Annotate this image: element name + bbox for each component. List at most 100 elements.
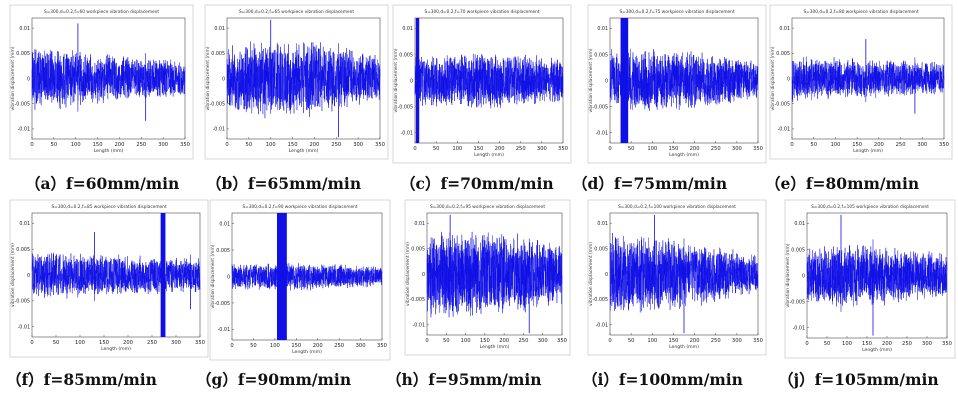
x-tick-label: 200 xyxy=(114,142,124,148)
y-tick-label: 0.005 xyxy=(411,246,425,252)
x-tick-label: 150 xyxy=(480,338,490,344)
y-tick-label: -0.01 xyxy=(778,127,790,133)
y-tick-label: 0.01 xyxy=(597,221,608,227)
saturated-band xyxy=(277,213,287,340)
y-tick-label: 0.01 xyxy=(794,221,805,227)
x-tick-label: 50 xyxy=(433,146,440,152)
x-tick-label: 200 xyxy=(495,146,505,152)
x-axis-label: Length (mm) xyxy=(853,148,883,154)
panel-caption: （i）f=100mm/min xyxy=(582,370,743,389)
y-axis-label: vibration displacement (mm) xyxy=(10,46,16,110)
x-axis-label: Length (mm) xyxy=(669,152,699,158)
y-tick-label: 0.005 xyxy=(211,51,225,57)
x-tick-label: 50 xyxy=(246,142,253,148)
x-tick-label: 0 xyxy=(30,142,33,148)
chart-panel: S=300,d=0.2,f=85 workpiece vibration dis… xyxy=(6,199,209,389)
x-tick-label: 350 xyxy=(942,341,952,347)
y-tick-label: 0 xyxy=(222,76,225,82)
chart-title: S=300,d=0.2,f=65 workpiece vibration dis… xyxy=(239,9,354,15)
y-tick-label: 0.01 xyxy=(402,26,413,32)
x-tick-label: 350 xyxy=(558,146,568,152)
x-tick-label: 50 xyxy=(628,338,635,344)
y-tick-label: -0.005 xyxy=(15,299,30,305)
y-tick-label: 0 xyxy=(27,76,30,82)
x-tick-label: 100 xyxy=(71,142,81,148)
x-tick-label: 300 xyxy=(537,146,547,152)
y-tick-label: -0.01 xyxy=(18,127,30,133)
x-tick-label: 150 xyxy=(99,340,109,346)
x-tick-label: 250 xyxy=(902,341,912,347)
x-tick-label: 150 xyxy=(93,142,103,148)
panel-caption: （h）f=95mm/min xyxy=(386,370,542,389)
x-tick-label: 0 xyxy=(230,343,233,349)
x-tick-label: 100 xyxy=(75,340,85,346)
y-tick-label: 0.005 xyxy=(16,247,30,253)
chart-title: S=300,d=0.2,f=90 workpiece vibration dis… xyxy=(242,204,357,210)
chart-panel: S=300,d=0.2,f=95 workpiece vibration dis… xyxy=(386,199,571,389)
chart-panel: S=300,d=0.2,f=60 workpiece vibration dis… xyxy=(9,4,194,193)
y-tick-label: 0.005 xyxy=(776,51,790,57)
y-axis-label: vibration displacement (mm) xyxy=(405,242,411,306)
x-axis-label: Length (mm) xyxy=(94,148,124,154)
x-tick-label: 350 xyxy=(753,338,763,344)
y-axis-label: vibration displacement (mm) xyxy=(588,48,594,112)
x-tick-label: 200 xyxy=(690,338,700,344)
y-tick-label: -0.005 xyxy=(398,104,413,110)
y-tick-label: -0.01 xyxy=(218,327,230,333)
y-tick-label: 0 xyxy=(605,78,608,84)
y-tick-label: -0.01 xyxy=(596,323,608,329)
x-tick-label: 100 xyxy=(452,146,462,152)
y-tick-label: 0.005 xyxy=(216,248,230,254)
chart-panel: S=300,d=0.2,f=105 workpiece vibration di… xyxy=(778,199,956,389)
panel-caption: （c）f=70mm/min xyxy=(400,174,554,193)
x-tick-label: 350 xyxy=(195,340,205,346)
y-tick-label: 0 xyxy=(802,273,805,279)
x-tick-label: 350 xyxy=(557,338,567,344)
x-tick-label: 0 xyxy=(790,142,793,148)
x-tick-label: 200 xyxy=(690,146,700,152)
chart-title: S=300,d=0.2,f=80 workpiece vibration dis… xyxy=(803,9,918,15)
x-tick-label: 0 xyxy=(413,146,416,152)
y-tick-label: 0.01 xyxy=(19,221,30,227)
panel-caption: （a）f=60mm/min xyxy=(25,174,179,193)
y-tick-label: -0.005 xyxy=(210,102,225,108)
x-tick-label: 0 xyxy=(805,341,808,347)
x-tick-label: 0 xyxy=(608,146,611,152)
x-tick-label: 300 xyxy=(356,343,366,349)
x-tick-label: 350 xyxy=(377,343,387,349)
chart-title: S=300,d=0.2,f=60 workpiece vibration dis… xyxy=(44,9,159,15)
saturated-band xyxy=(415,18,420,143)
chart-title: S=300,d=0.2,f=85 workpiece vibration dis… xyxy=(51,204,166,210)
x-tick-label: 250 xyxy=(331,142,341,148)
y-tick-label: 0.005 xyxy=(594,246,608,252)
y-axis-label: vibration displacement (mm) xyxy=(205,46,211,110)
saturated-band xyxy=(620,18,629,143)
x-tick-label: 250 xyxy=(711,338,721,344)
x-tick-label: 250 xyxy=(147,340,157,346)
chart-panel: S=300,d=0.2,f=80 workpiece vibration dis… xyxy=(765,4,953,193)
chart-panel: S=300,d=0.2,f=100 workpiece vibration di… xyxy=(582,199,767,389)
y-tick-label: 0 xyxy=(787,76,790,82)
x-tick-label: 150 xyxy=(668,338,678,344)
y-tick-label: 0.01 xyxy=(597,26,608,32)
x-tick-label: 300 xyxy=(922,341,932,347)
y-tick-label: -0.005 xyxy=(790,299,805,305)
panel-caption: （b）f=65mm/min xyxy=(206,174,361,193)
y-tick-label: 0.005 xyxy=(399,52,413,58)
chart-panel: S=300,d=0.2,f=70 workpiece vibration dis… xyxy=(392,4,572,193)
y-tick-label: 0.01 xyxy=(414,221,425,227)
vibration-signal xyxy=(231,263,383,291)
y-tick-label: 0.01 xyxy=(219,221,230,227)
x-tick-label: 300 xyxy=(917,142,927,148)
y-axis-label: vibration displacement (mm) xyxy=(770,46,776,110)
panel-caption: （e）f=80mm/min xyxy=(765,174,919,193)
x-tick-label: 50 xyxy=(250,343,257,349)
x-tick-label: 150 xyxy=(473,146,483,152)
x-tick-label: 50 xyxy=(53,340,60,346)
x-tick-label: 0 xyxy=(608,338,611,344)
x-tick-label: 300 xyxy=(732,338,742,344)
vibration-signal xyxy=(426,231,563,318)
y-tick-label: 0.01 xyxy=(19,26,30,32)
chart-title: S=300,d=0.2,f=70 workpiece vibration dis… xyxy=(424,9,539,15)
y-tick-label: -0.005 xyxy=(775,102,790,108)
